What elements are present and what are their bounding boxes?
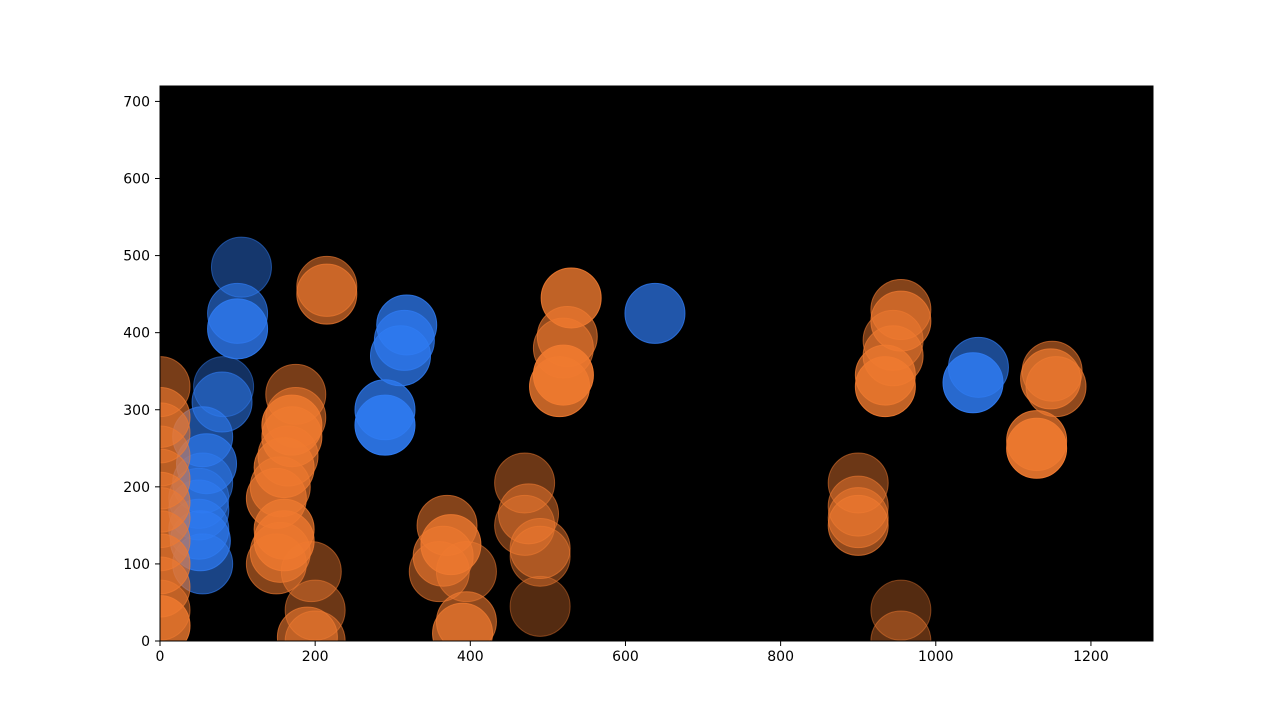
data-point-orange [529, 356, 591, 418]
data-point-orange [1006, 417, 1068, 479]
data-point-orange [509, 518, 571, 579]
y-tick-label: 700 [123, 94, 150, 110]
data-point-orange [827, 494, 889, 556]
x-tick-label: 1000 [918, 649, 954, 665]
y-tick-label: 400 [123, 326, 150, 342]
y-tick-label: 0 [141, 634, 150, 650]
plot-frame [159, 85, 1154, 642]
y-tick-label: 200 [123, 480, 150, 496]
data-point-orange [509, 525, 571, 587]
data-point-blue [207, 298, 269, 360]
y-tick-label: 600 [123, 172, 150, 188]
data-point-orange [509, 575, 571, 637]
y-axis: 0 100 200 300 400 500 600 700 [123, 94, 160, 650]
x-tick-label: 800 [767, 649, 794, 665]
x-axis: 0 200 400 600 800 1000 1200 [156, 641, 1109, 665]
data-point-blue [369, 325, 431, 387]
y-tick-label: 300 [123, 403, 150, 419]
data-point-orange [1025, 356, 1087, 418]
data-point-blue [354, 394, 416, 456]
data-point-orange [870, 610, 932, 641]
x-tick-label: 600 [612, 649, 639, 665]
data-point-orange [160, 595, 191, 641]
x-tick-label: 1200 [1073, 649, 1109, 665]
data-point-orange [408, 541, 470, 603]
y-tick-label: 500 [123, 249, 150, 265]
data-point-orange [296, 263, 358, 325]
data-point-orange [284, 610, 346, 641]
x-tick-label: 200 [302, 649, 329, 665]
data-point-orange [854, 356, 916, 418]
x-tick-label: 400 [457, 649, 484, 665]
y-tick-label: 100 [123, 557, 150, 573]
data-point-blue [624, 282, 686, 344]
x-tick-label: 0 [156, 649, 165, 665]
data-point-orange [870, 579, 932, 641]
data-point-blue [942, 352, 1004, 414]
data-point-orange [432, 602, 494, 641]
